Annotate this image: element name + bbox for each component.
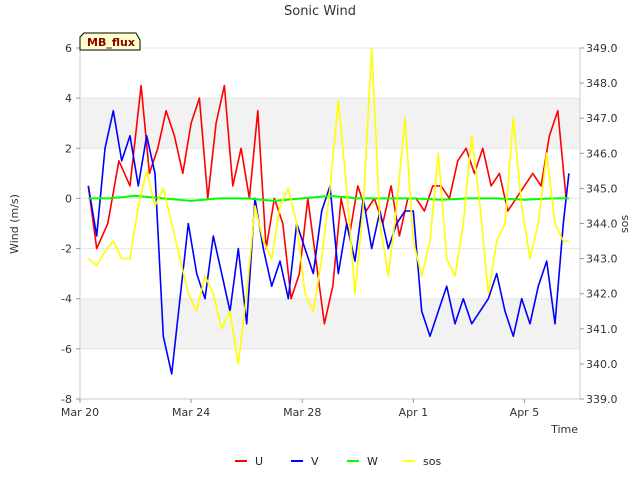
y-tick-label-right: 347.0 <box>586 112 618 125</box>
legend-label-v: V <box>311 455 319 468</box>
legend-label-w: W <box>367 455 378 468</box>
y-tick-label-left: -4 <box>61 293 72 306</box>
shaded-band <box>80 98 580 149</box>
y-tick-label-right: 342.0 <box>586 288 618 301</box>
x-axis-label: Time <box>550 423 578 436</box>
y-tick-label-right: 348.0 <box>586 77 618 90</box>
legend-label-sos: sos <box>423 455 441 468</box>
legend-label-u: U <box>255 455 263 468</box>
y-tick-label-right: 345.0 <box>586 182 618 195</box>
y-tick-label-right: 341.0 <box>586 323 618 336</box>
y-tick-label-left: 2 <box>65 142 72 155</box>
y-tick-label-right: 340.0 <box>586 358 618 371</box>
x-tick-label: Apr 1 <box>399 406 429 419</box>
series-line-sos <box>87 47 569 365</box>
x-tick-label: Mar 28 <box>283 406 321 419</box>
y-tick-label-left: 0 <box>65 192 72 205</box>
y-tick-label-left: -8 <box>61 393 72 406</box>
series-lines <box>87 47 570 375</box>
series-line-w <box>88 194 569 202</box>
x-tick-label: Mar 20 <box>61 406 99 419</box>
y-axis-right-label: sos <box>618 215 631 233</box>
y-tick-label-left: 6 <box>65 42 72 55</box>
y-tick-label-left: -2 <box>61 243 72 256</box>
x-tick-label: Apr 5 <box>510 406 540 419</box>
tick-labels: -8 -6 -4 -2 0 2 4 6 339.0 340.0 341.0 342.0 343.0 344… <box>61 42 618 419</box>
site-badge-box <box>79 32 141 51</box>
y-tick-label-right: 344.0 <box>586 218 618 231</box>
y-tick-label-right: 346.0 <box>586 147 618 160</box>
chart-title: Sonic Wind <box>284 4 356 19</box>
y-tick-label-right: 349.0 <box>586 42 618 55</box>
site-badge: MB_flux <box>79 32 141 51</box>
y-tick-label-right: 343.0 <box>586 253 618 266</box>
y-tick-label-right: 339.0 <box>586 393 618 406</box>
series-line-u <box>87 84 567 325</box>
x-tick-label: Mar 24 <box>172 406 210 419</box>
shaded-band <box>80 298 580 349</box>
site-badge-label: MB_flux <box>87 36 135 49</box>
y-tick-label-left: 4 <box>65 92 72 105</box>
y-axis-left-label: Wind (m/s) <box>8 194 21 254</box>
y-tick-label-left: -6 <box>61 343 72 356</box>
